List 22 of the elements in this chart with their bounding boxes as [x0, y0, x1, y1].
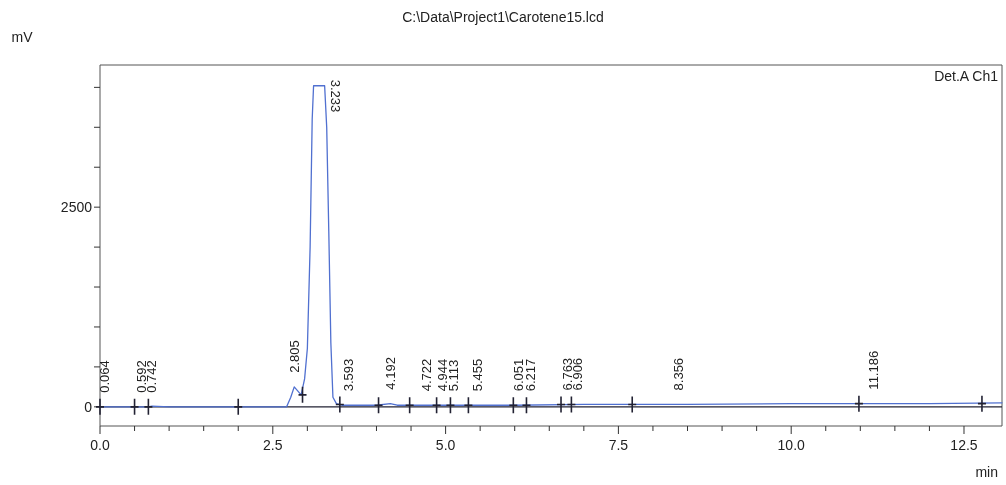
y-tick-label: 0: [84, 398, 93, 415]
x-tick-label: 10.0: [777, 437, 806, 453]
y-tick-label: 2500: [60, 199, 93, 216]
x-tick-label: 5.0: [435, 437, 456, 453]
annotation: 3.593: [341, 358, 357, 392]
x-tick-label: 0.0: [90, 437, 110, 453]
annotation: 3.233: [328, 79, 344, 113]
x-tick-label: 7.5: [608, 437, 629, 453]
annotation: 5.455: [470, 358, 486, 392]
annotation: 8.356: [670, 357, 686, 391]
annotation: Det.A Ch1: [934, 68, 999, 84]
chart-title: C:\Data\Project1\Carotene15.lcd: [402, 9, 604, 25]
annotation: 0.592: [133, 360, 149, 393]
y-axis-title: mV: [11, 29, 34, 45]
annotation: 2.805: [286, 340, 302, 373]
annotation: 11.186: [866, 350, 882, 390]
x-tick-label: 2.5: [263, 437, 283, 453]
x-tick-label: 12.5: [950, 437, 978, 453]
annotation: 4.722: [419, 358, 435, 392]
annotation: 0.064: [97, 360, 113, 393]
x-axis-title: min: [975, 464, 998, 480]
annotation: 4.192: [382, 357, 398, 390]
